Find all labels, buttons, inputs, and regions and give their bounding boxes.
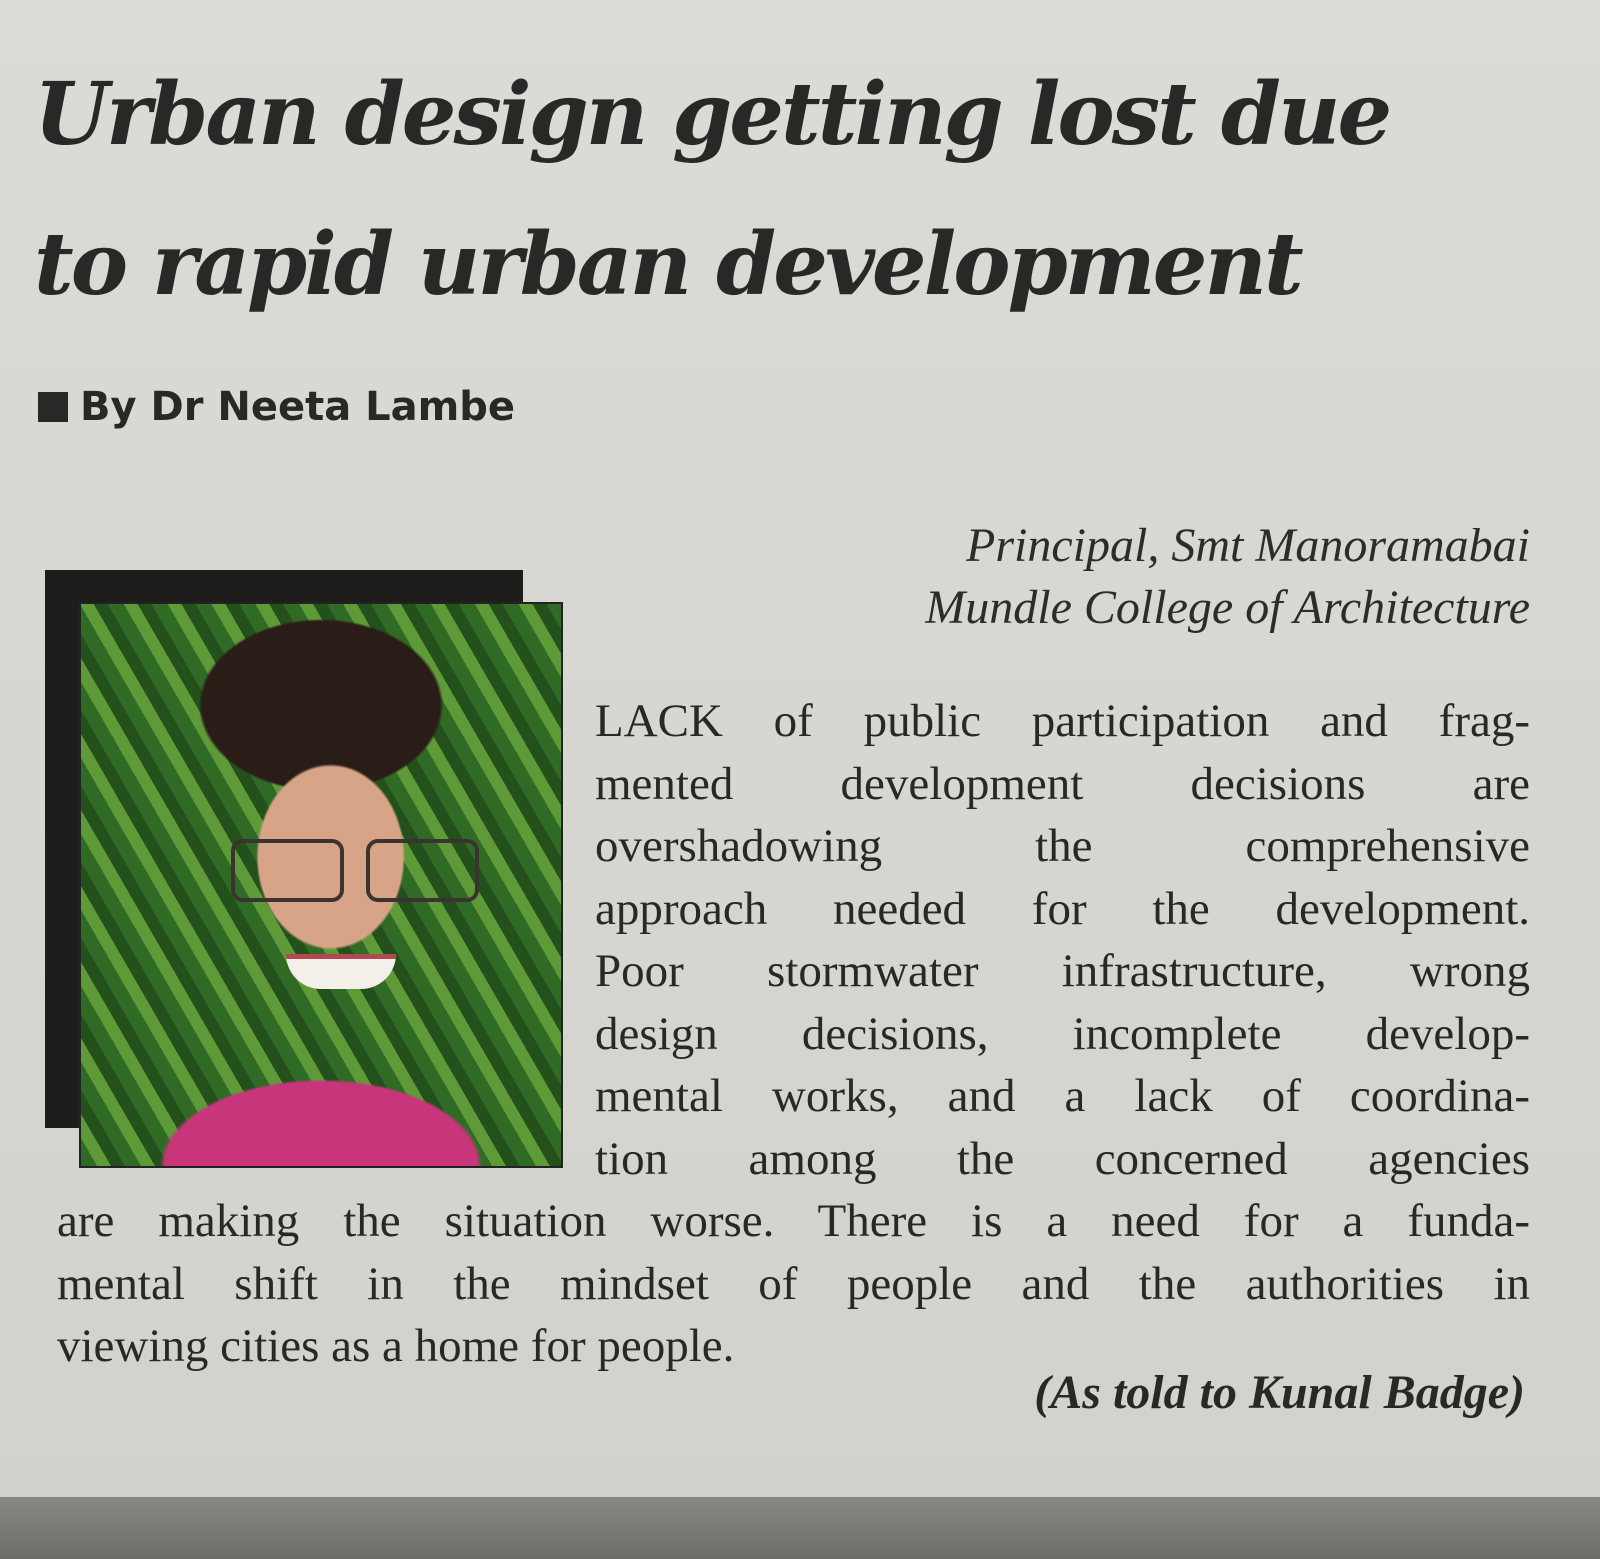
body-line: design decisions, incomplete develop- xyxy=(595,1007,1530,1060)
glasses-shape xyxy=(231,839,491,902)
smile-shape xyxy=(286,954,396,989)
affiliation-line: Principal, Smt Manoramabai xyxy=(966,519,1530,572)
body-line: overshadowing the comprehensive xyxy=(595,820,1530,872)
article-body-wide: are making the situation worse. There is… xyxy=(57,1190,1530,1378)
headline-line: to rapid urban development xyxy=(34,214,1304,315)
body-line: mental works, and a lack of coordina- xyxy=(595,1070,1530,1122)
body-line: approach needed for the development. xyxy=(595,882,1530,935)
body-line: mented development decisions are xyxy=(595,757,1530,810)
body-line: viewing cities as a home for people. xyxy=(57,1320,735,1372)
body-line: mental shift in the mindset of people an… xyxy=(57,1257,1530,1310)
author-photo xyxy=(79,602,563,1168)
headline-line: Urban design getting lost due xyxy=(34,64,1392,165)
byline: By Dr Neeta Lambe xyxy=(38,384,515,430)
author-affiliation: Principal, Smt Manoramabai Mundle Colleg… xyxy=(925,515,1530,639)
article-body-narrow: LACK of public participation and frag- m… xyxy=(595,690,1530,1190)
byline-text: By Dr Neeta Lambe xyxy=(80,384,516,430)
page-edge-strip xyxy=(0,1497,1600,1559)
bullet-square-icon xyxy=(38,392,68,422)
headline: Urban design getting lost due to rapid u… xyxy=(34,40,1574,340)
author-photo-frame xyxy=(45,570,563,1168)
body-line: LACK of public participation and frag- xyxy=(595,695,1530,747)
body-line: are making the situation worse. There is… xyxy=(57,1195,1530,1247)
body-line: tion among the concerned agencies xyxy=(595,1132,1530,1185)
as-told-to-credit: (As told to Kunal Badge) xyxy=(1034,1366,1525,1419)
affiliation-line: Mundle College of Architecture xyxy=(925,581,1530,634)
body-line: Poor stormwater infrastructure, wrong xyxy=(595,945,1530,997)
